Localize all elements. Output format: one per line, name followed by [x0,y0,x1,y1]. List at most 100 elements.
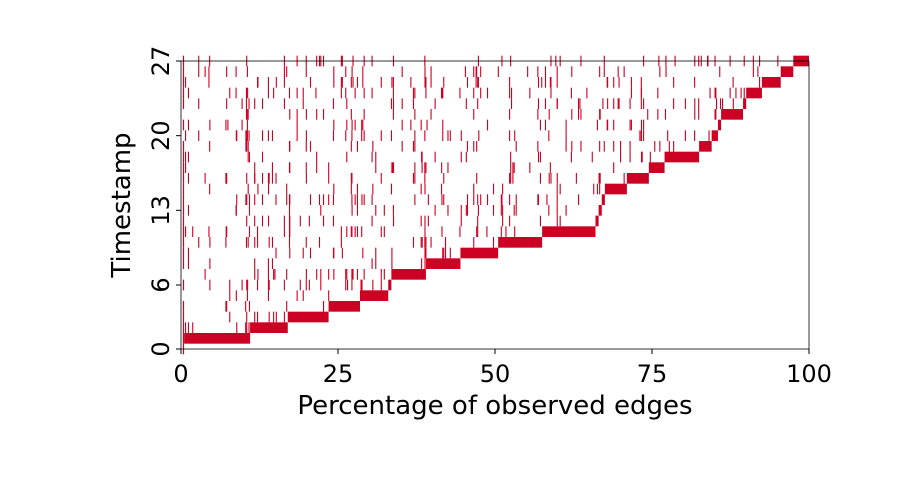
edge-observation-mark [345,66,347,77]
edge-observation-mark [356,77,358,88]
edge-observation-mark [261,194,264,205]
edge-observation-mark [512,162,514,173]
edge-observation-mark [362,247,364,259]
edge-observation-mark [571,109,573,120]
edge-observation-mark [684,98,686,109]
first-observed-block-t4 [328,301,360,312]
edge-observation-mark [182,279,185,291]
edge-observation-mark [288,237,291,248]
edge-observation-mark [245,130,247,141]
edge-observation-mark [283,66,285,77]
edge-observation-mark [332,130,335,141]
edge-observation-mark [350,77,352,88]
edge-observation-mark [305,130,307,141]
edge-observation-mark [182,162,185,173]
edge-observation-mark [640,151,643,163]
edge-observation-mark [245,141,247,152]
edge-observation-mark [247,109,249,120]
edge-observation-mark [414,141,416,152]
edge-observation-mark [351,226,353,237]
edge-observation-mark [434,205,436,216]
edge-observation-mark [226,226,228,237]
edge-observation-mark [732,77,734,88]
first-observed-block-t11 [542,226,596,237]
edge-observation-mark [466,205,469,216]
edge-observation-mark [320,279,322,291]
edge-observation-mark [477,98,479,109]
edge-observation-mark [182,311,185,323]
first-observed-blocks [184,55,809,344]
edge-observation-mark [332,98,335,109]
edge-observation-mark [305,279,307,291]
edge-observation-mark [254,162,256,173]
edge-observation-mark [235,205,237,216]
edge-observation-mark [390,183,393,195]
edge-observation-mark [208,77,210,88]
edge-observation-mark [556,173,558,184]
first-observed-block-t1 [184,333,251,344]
edge-observation-mark [289,162,291,173]
first-observed-block-t3 [287,311,329,323]
edge-observation-mark [460,151,462,163]
edge-observation-mark [283,98,285,109]
edge-observation-mark [550,87,552,99]
first-observed-block-t17 [648,162,665,173]
edge-observation-mark [254,173,256,184]
edge-observation-mark [473,87,475,99]
edge-observation-mark [599,141,601,152]
edge-observation-mark [537,151,540,163]
edge-observation-mark [328,290,330,301]
edge-observation-mark [302,247,304,259]
edge-observation-mark [414,173,416,184]
edge-observation-mark [537,194,540,205]
edge-observation-mark [509,130,511,141]
edge-observation-mark [414,87,416,99]
edge-observation-mark [235,290,237,301]
edge-observation-mark [460,205,462,216]
edge-observation-mark [362,66,364,77]
edge-observation-mark [246,194,248,205]
edge-observation-mark [752,66,754,77]
edge-observation-mark [246,279,248,291]
edge-observation-mark [267,183,270,195]
edge-observation-mark [289,215,291,227]
edge-observation-mark [245,87,248,99]
edge-observation-mark [673,141,675,152]
edge-observation-mark [629,98,631,109]
y-axis-label: Timestamp [107,132,137,278]
edge-observation-mark [372,141,374,152]
edge-observation-mark [254,194,256,205]
edge-observation-mark [247,279,249,291]
edge-observation-mark [246,141,248,152]
edge-observation-mark [477,226,479,237]
edge-observation-mark [735,87,737,99]
y-tick-label: 0 [147,341,175,356]
edge-observation-mark [182,301,185,312]
edge-observation-mark [296,109,298,120]
edge-observation-mark [225,119,227,131]
edge-observation-mark [354,194,356,205]
edge-observation-mark [500,226,502,237]
edge-observation-mark [257,183,259,195]
edge-observation-mark [247,87,249,99]
edge-observation-mark [198,237,200,248]
edge-observation-mark [640,119,643,131]
edge-observation-mark [473,194,475,205]
edge-observation-mark [182,173,185,184]
edge-observation-mark [328,162,330,173]
edge-observation-mark [209,119,211,131]
edge-observation-mark [187,258,190,269]
edge-observation-mark [556,205,558,216]
edge-observation-mark [640,98,642,109]
edge-observation-mark [187,173,190,184]
edge-observation-mark [322,301,325,312]
edge-observation-mark [283,279,285,291]
edge-observation-mark [296,290,298,301]
edge-observation-mark [236,322,238,333]
edge-observation-mark [383,226,385,237]
edge-observation-mark [375,258,377,269]
edge-observation-mark [209,237,211,248]
edge-observation-mark [548,205,550,216]
edge-observation-mark [539,173,541,184]
edge-observation-mark [757,66,759,77]
